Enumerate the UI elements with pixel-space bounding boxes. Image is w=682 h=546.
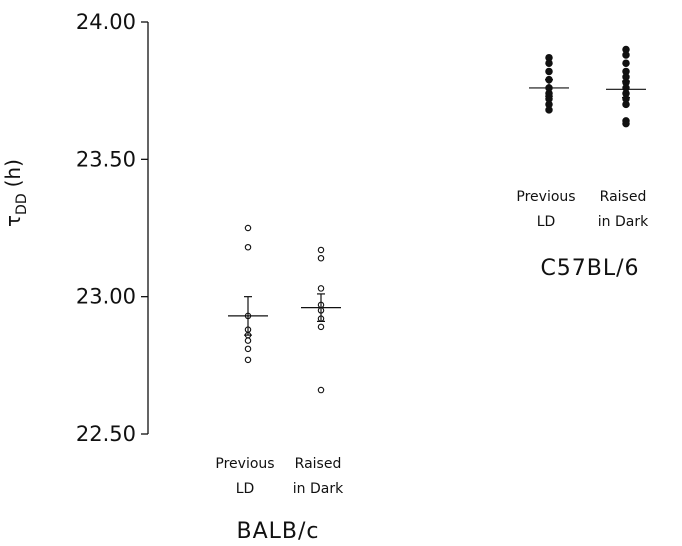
condition-label: LD	[537, 214, 556, 230]
data-point-filled	[622, 100, 630, 109]
data-point-open	[317, 285, 325, 292]
y-tick-label: 22.50	[76, 422, 136, 446]
data-point-filled	[622, 51, 630, 59]
group-labels: Previous LD Raised in Dark BALB/c Previous LD R…	[215, 189, 649, 544]
condition-label: Previous	[516, 189, 575, 205]
data-point-filled	[622, 59, 630, 67]
condition-label: Raised	[295, 456, 342, 472]
data-point-open	[317, 246, 325, 254]
data-point-open	[244, 243, 252, 251]
data-point-filled	[622, 119, 630, 128]
data-point-filled	[545, 67, 553, 76]
y-tick-label: 23.50	[76, 147, 136, 171]
data-point-open	[244, 224, 252, 232]
data-marks	[228, 45, 646, 394]
y-tick-label: 23.00	[76, 285, 136, 309]
y-axis-title: τDD (h)	[1, 159, 30, 227]
y-tick-label: 24.00	[76, 10, 136, 34]
y-axis-subscript: DD	[14, 193, 30, 215]
y-axis: 24.00 23.50 23.00 22.50	[76, 10, 149, 446]
data-point-filled	[545, 59, 553, 67]
condition-label: in Dark	[598, 214, 649, 230]
condition-label: LD	[236, 481, 255, 497]
data-point-open	[244, 345, 252, 353]
strain-label: C57BL/6	[540, 256, 639, 281]
strain-label: BALB/c	[237, 519, 320, 544]
condition-label: in Dark	[293, 481, 344, 497]
svg-text:τDD(h): τDD (h)	[1, 159, 30, 227]
y-axis-symbol: τ	[1, 215, 25, 227]
data-point-open	[317, 386, 325, 394]
data-point-open	[244, 356, 252, 364]
y-axis-unit: (h)	[1, 159, 25, 187]
data-point-open	[317, 323, 325, 331]
condition-label: Previous	[215, 456, 274, 472]
data-point-open	[317, 254, 325, 262]
data-point-filled	[545, 106, 553, 114]
data-point-open	[244, 337, 252, 344]
condition-label: Raised	[600, 189, 647, 205]
